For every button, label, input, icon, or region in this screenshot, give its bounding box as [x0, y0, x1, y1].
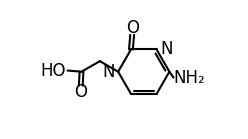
Text: N: N [102, 63, 115, 81]
Text: N: N [160, 40, 173, 59]
Text: O: O [74, 83, 87, 101]
Text: HO: HO [40, 62, 66, 80]
Text: NH₂: NH₂ [174, 69, 206, 87]
Text: O: O [126, 19, 139, 37]
